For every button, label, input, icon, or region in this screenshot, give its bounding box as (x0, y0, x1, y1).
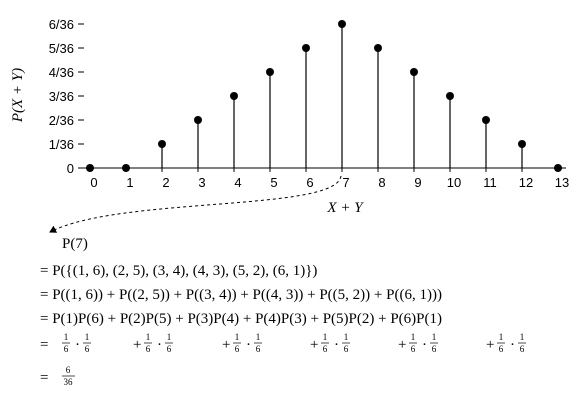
fraction-denominator: 6 (432, 344, 437, 354)
stem-marker (266, 68, 274, 76)
stem-marker (446, 92, 454, 100)
fraction-numerator: 1 (256, 332, 261, 342)
stem-marker (410, 68, 418, 76)
y-tick-label: 5/36 (49, 41, 74, 56)
x-tick-label: 7 (342, 175, 349, 190)
fraction-numerator: 1 (432, 332, 437, 342)
x-tick-label: 9 (414, 175, 421, 190)
x-tick-label: 13 (555, 175, 569, 190)
y-tick-label: 6/36 (49, 17, 74, 32)
dot: · (422, 337, 427, 353)
fraction-numerator: 1 (323, 332, 328, 342)
plus: + (398, 337, 406, 353)
derivation-step: = P({(1, 6), (2, 5), (3, 4), (4, 3), (5,… (40, 263, 317, 279)
fraction-denominator: 6 (520, 344, 525, 354)
x-axis-label: X + Y (326, 200, 364, 216)
fraction-numerator: 1 (411, 332, 416, 342)
x-tick-label: 11 (483, 175, 497, 190)
fraction-numerator: 1 (499, 332, 504, 342)
fraction-denominator: 6 (411, 344, 416, 354)
plus: + (133, 337, 141, 353)
stem-marker (194, 116, 202, 124)
fraction-denominator: 6 (499, 344, 504, 354)
dot: · (334, 337, 339, 353)
stem-marker (230, 92, 238, 100)
x-tick-label: 8 (378, 175, 385, 190)
y-tick-label: 1/36 (49, 137, 74, 152)
x-tick-label: 6 (306, 175, 313, 190)
fraction-denominator: 6 (323, 344, 328, 354)
x-tick-label: 5 (270, 175, 277, 190)
plus: + (222, 337, 230, 353)
fraction-numerator: 1 (85, 332, 90, 342)
dashed-arrow (49, 175, 342, 233)
derivation-start: P(7) (62, 236, 88, 252)
y-tick-label: 3/36 (49, 89, 74, 104)
fraction-denominator: 6 (256, 344, 261, 354)
y-tick-label: 2/36 (49, 113, 74, 128)
stem-marker (122, 164, 130, 172)
x-tick-label: 12 (519, 175, 533, 190)
x-tick-label: 1 (126, 175, 133, 190)
fraction-numerator: 6 (66, 365, 71, 375)
dot: · (510, 337, 515, 353)
fraction-denominator: 36 (64, 377, 74, 387)
dot: · (157, 337, 162, 353)
y-axis-label: P(X + Y) (10, 68, 26, 123)
fraction-denominator: 6 (344, 344, 349, 354)
plus: + (486, 337, 494, 353)
x-tick-label: 4 (234, 175, 241, 190)
x-tick-label: 2 (162, 175, 169, 190)
derivation-step: = P(1)P(6) + P(2)P(5) + P(3)P(4) + P(4)P… (40, 311, 442, 327)
derivation-step: = P((1, 6)) + P((2, 5)) + P((3, 4)) + P(… (40, 287, 442, 303)
stem-marker (374, 44, 382, 52)
x-tick-label: 0 (90, 175, 97, 190)
stem-marker (86, 164, 94, 172)
fraction-denominator: 6 (85, 344, 90, 354)
dot: · (246, 337, 251, 353)
fraction-numerator: 1 (167, 332, 172, 342)
y-tick-label: 0 (67, 161, 74, 176)
fraction-numerator: 1 (344, 332, 349, 342)
dot: · (75, 337, 80, 353)
fraction-denominator: 6 (235, 344, 240, 354)
stem-marker (338, 20, 346, 28)
fraction-numerator: 1 (520, 332, 525, 342)
fraction-numerator: 1 (146, 332, 151, 342)
plus: + (310, 337, 318, 353)
stem-marker (482, 116, 490, 124)
y-tick-label: 4/36 (49, 65, 74, 80)
equals: = (40, 337, 48, 353)
stem-marker (302, 44, 310, 52)
fraction-denominator: 6 (64, 344, 69, 354)
stem-marker (518, 140, 526, 148)
fraction-numerator: 1 (235, 332, 240, 342)
stem-marker (554, 164, 562, 172)
stem-marker (158, 140, 166, 148)
x-tick-label: 3 (198, 175, 205, 190)
fraction-numerator: 1 (64, 332, 69, 342)
equals: = (40, 370, 48, 386)
fraction-denominator: 6 (167, 344, 172, 354)
x-tick-label: 10 (447, 175, 461, 190)
fraction-denominator: 6 (146, 344, 151, 354)
